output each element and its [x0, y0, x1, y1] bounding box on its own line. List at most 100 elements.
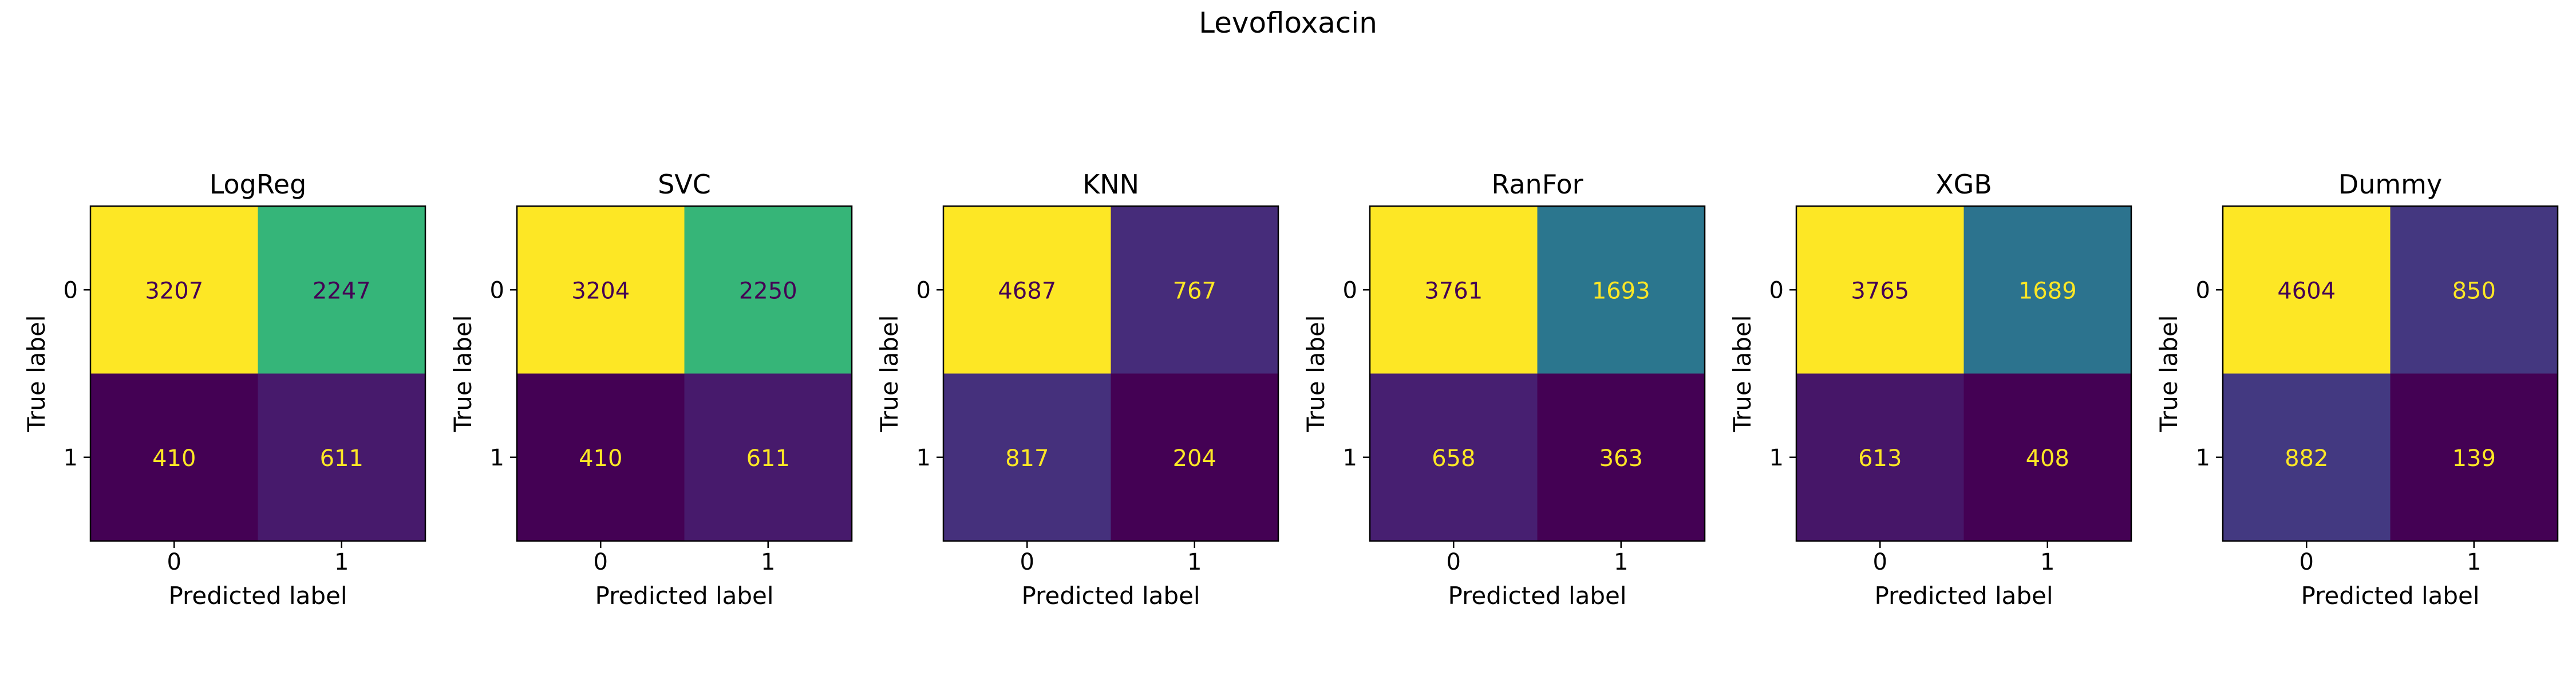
panel-logreg: LogReg 3207 2247 410 611 0 1 0 1 Predicted label T…	[22, 169, 426, 610]
confusion-matrix-panels: LogReg 3207 2247 410 611 0 1 0 1 Predicted label T…	[22, 169, 2559, 610]
panel-svc: SVC 3204 2250 410 611 0 1 0 1 Predicted label True…	[449, 169, 853, 610]
y-tick-label: 0	[2196, 277, 2210, 303]
x-tick-label: 0	[1447, 549, 1461, 575]
matrix-cell	[258, 206, 425, 374]
matrix-cell	[517, 206, 685, 374]
y-tick-label: 1	[2196, 445, 2210, 471]
x-axis-label: Predicted label	[168, 582, 347, 610]
x-tick-label: 1	[334, 549, 349, 575]
figure-title: Levofloxacin	[1199, 6, 1377, 40]
cell-value-label: 139	[2452, 445, 2496, 472]
x-tick-label: 1	[1187, 549, 1202, 575]
matrix-cell	[1111, 373, 1278, 541]
cell-value-label: 817	[1005, 445, 1049, 472]
cell-value-label: 3765	[1851, 278, 1909, 304]
matrix-cell	[2223, 373, 2391, 541]
cell-value-label: 611	[746, 445, 790, 472]
matrix-cell	[2223, 206, 2391, 374]
matrix-cell	[1796, 206, 1964, 374]
panel-xgb: XGB 3765 1689 613 408 0 1 0 1 Predicted label True…	[1728, 169, 2132, 610]
y-tick-label: 0	[490, 277, 504, 303]
x-tick-label: 1	[2467, 549, 2481, 575]
x-axis-label: Predicted label	[2301, 582, 2479, 610]
matrix-cell	[1370, 373, 1538, 541]
cell-value-label: 4687	[998, 278, 1056, 304]
cell-value-label: 1689	[2018, 278, 2077, 304]
y-tick-label: 0	[1769, 277, 1784, 303]
y-tick-label: 1	[1343, 445, 1357, 471]
x-tick-label: 1	[1614, 549, 1628, 575]
matrix-cell	[684, 206, 852, 374]
x-axis-label: Predicted label	[1448, 582, 1626, 610]
matrix-cell	[2390, 373, 2558, 541]
matrix-cell	[90, 206, 258, 374]
panel-title: RanFor	[1491, 169, 1583, 200]
matrix-cell	[1963, 206, 2131, 374]
matrix-cell	[1963, 373, 2131, 541]
axes-frame	[2222, 205, 2559, 542]
panel-dummy: Dummy 4604 850 882 139 0 1 0 1 Predicted label Tru…	[2155, 169, 2559, 610]
matrix-cell	[1537, 206, 1705, 374]
cell-value-label: 3204	[571, 278, 630, 304]
y-tick-label: 1	[1769, 445, 1784, 471]
panel-title: KNN	[1082, 169, 1139, 200]
panel-ranfor: RanFor 3761 1693 658 363 0 1 0 1 Predicted label T…	[1302, 169, 1706, 610]
y-axis-label: True label	[875, 315, 903, 432]
matrix-cell	[90, 373, 258, 541]
matrix-cell	[1537, 373, 1705, 541]
y-tick-label: 1	[64, 445, 78, 471]
y-axis-label: True label	[1728, 315, 1756, 432]
matrix-cell	[1111, 206, 1278, 374]
cell-value-label: 850	[2452, 278, 2496, 304]
panel-title: XGB	[1935, 169, 1992, 200]
cell-value-label: 410	[579, 445, 622, 472]
y-axis-label: True label	[2155, 315, 2183, 432]
matrix-cell	[1370, 206, 1538, 374]
matrix-cell	[517, 373, 685, 541]
axes-frame	[516, 205, 853, 542]
axes-frame	[942, 205, 1279, 542]
axes-frame	[89, 205, 426, 542]
x-tick-label: 1	[2040, 549, 2055, 575]
cell-value-label: 882	[2285, 445, 2328, 472]
y-tick-label: 0	[64, 277, 78, 303]
cell-value-label: 658	[1432, 445, 1475, 472]
cell-value-label: 613	[1858, 445, 1902, 472]
cell-value-label: 2250	[739, 278, 797, 304]
y-tick-label: 1	[916, 445, 931, 471]
y-axis-label: True label	[22, 315, 50, 432]
x-tick-label: 0	[1873, 549, 1887, 575]
cell-value-label: 611	[320, 445, 364, 472]
y-axis-label: True label	[1302, 315, 1330, 432]
cell-value-label: 363	[1599, 445, 1643, 472]
panel-title: SVC	[658, 169, 711, 200]
y-tick-label: 0	[916, 277, 931, 303]
matrix-cell	[943, 373, 1111, 541]
x-tick-label: 0	[1020, 549, 1034, 575]
y-axis-label: True label	[449, 315, 477, 432]
cell-value-label: 204	[1173, 445, 1216, 472]
cell-value-label: 3761	[1424, 278, 1483, 304]
x-tick-label: 0	[2300, 549, 2314, 575]
panel-title: Dummy	[2338, 169, 2442, 200]
x-tick-label: 0	[167, 549, 181, 575]
x-axis-label: Predicted label	[595, 582, 773, 610]
axes-frame	[1369, 205, 1706, 542]
x-tick-label: 1	[761, 549, 775, 575]
matrix-cell	[1796, 373, 1964, 541]
y-tick-label: 1	[490, 445, 504, 471]
matrix-cell	[943, 206, 1111, 374]
cell-value-label: 767	[1173, 278, 1216, 304]
cell-value-label: 4604	[2277, 278, 2336, 304]
y-tick-label: 0	[1343, 277, 1357, 303]
x-axis-label: Predicted label	[1021, 582, 1200, 610]
matrix-cell	[2390, 206, 2558, 374]
matrix-cell	[684, 373, 852, 541]
cell-value-label: 410	[152, 445, 196, 472]
x-tick-label: 0	[594, 549, 608, 575]
cell-value-label: 1693	[1592, 278, 1650, 304]
cell-value-label: 2247	[313, 278, 371, 304]
cell-value-label: 408	[2026, 445, 2069, 472]
